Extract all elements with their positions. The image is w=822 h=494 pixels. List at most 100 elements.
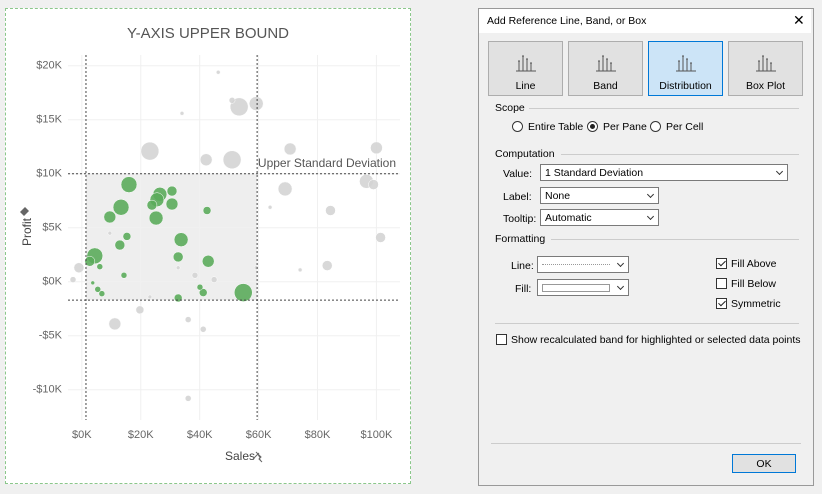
checkbox[interactable] (716, 258, 727, 269)
point (173, 293, 183, 303)
point (199, 326, 207, 333)
point (253, 265, 259, 270)
chart-title: Y-AXIS UPPER BOUND (127, 25, 289, 42)
point (94, 286, 102, 293)
point (96, 263, 104, 270)
point (222, 150, 242, 169)
type-label: Distribution (659, 80, 712, 92)
type-button[interactable]: Band (568, 41, 643, 96)
radio[interactable] (587, 121, 598, 132)
fill-select[interactable] (537, 279, 629, 296)
point (107, 230, 113, 236)
select-value: Automatic (545, 212, 592, 224)
point (98, 290, 106, 297)
y-tick-label: $0K (42, 276, 62, 288)
field-label: Tooltip: (503, 213, 537, 225)
field-label: Fill: (515, 283, 532, 295)
radio-label: Entire Table (528, 121, 584, 133)
x-tick-label: $0K (72, 429, 92, 441)
y-tick-label: $5K (42, 222, 62, 234)
type-button[interactable]: Box Plot (728, 41, 803, 96)
point (368, 179, 379, 190)
y-axis-label: Profit (20, 217, 34, 246)
radio[interactable] (512, 121, 523, 132)
point (196, 283, 204, 291)
checkbox-label: Show recalculated band for highlighted o… (511, 334, 801, 346)
label-select[interactable]: None (540, 187, 659, 204)
point (201, 255, 215, 268)
radio-label: Per Cell (666, 121, 704, 133)
checkbox[interactable] (716, 298, 727, 309)
x-tick-label: $80K (305, 429, 331, 441)
point (210, 276, 218, 283)
section-heading: Computation (495, 148, 555, 160)
point (73, 262, 85, 273)
y-tick-label: $15K (36, 114, 62, 126)
point (120, 272, 128, 279)
radio-label: Per Pane (603, 121, 647, 133)
point (321, 260, 333, 271)
point (148, 210, 164, 226)
checkbox-label: Fill Above (731, 258, 777, 270)
ok-button[interactable]: OK (732, 454, 796, 473)
x-axis-label: Sales (225, 449, 255, 463)
checkbox-label: Symmetric (731, 298, 781, 310)
type-button[interactable]: Distribution (648, 41, 723, 96)
x-tick-label: $100K (361, 429, 393, 441)
point (90, 280, 95, 286)
field-label: Line: (511, 260, 534, 272)
close-button[interactable]: ✕ (793, 12, 805, 28)
point (135, 305, 145, 315)
type-button[interactable]: Line (488, 41, 563, 96)
ok-label: OK (756, 458, 772, 470)
y-tick-label: -$10K (33, 384, 63, 396)
section-heading: Scope (495, 102, 525, 114)
tooltip-select[interactable]: Automatic (540, 209, 659, 226)
select-value: None (545, 190, 571, 202)
type-label: Line (515, 80, 536, 92)
type-icon (596, 55, 616, 72)
y-tick-label: $20K (36, 60, 62, 72)
point (215, 70, 221, 75)
point (184, 395, 192, 402)
point (202, 206, 212, 215)
point (325, 205, 336, 216)
select-value: 1 Standard Deviation (545, 167, 644, 179)
x-tick-label: $60K (246, 429, 272, 441)
point (122, 232, 132, 241)
type-icon (676, 55, 696, 72)
field-label: Value: (503, 168, 532, 180)
point (375, 232, 386, 243)
point (234, 283, 253, 302)
point (297, 267, 303, 273)
x-tick-label: $20K (128, 429, 154, 441)
section-heading: Formatting (495, 233, 546, 245)
value-select[interactable]: 1 Standard Deviation (540, 164, 788, 181)
point (175, 265, 181, 270)
point (267, 205, 273, 210)
point (147, 294, 153, 300)
point (283, 142, 297, 156)
type-label: Box Plot (745, 80, 786, 92)
checkbox-label: Fill Below (731, 278, 776, 290)
point (69, 276, 77, 283)
radio[interactable] (650, 121, 661, 132)
point (184, 316, 192, 323)
point (198, 288, 208, 297)
point (103, 210, 117, 224)
point (248, 96, 264, 111)
checkbox[interactable] (496, 334, 507, 345)
pin-icon (20, 207, 29, 216)
checkbox[interactable] (716, 278, 727, 289)
y-tick-label: $10K (36, 168, 62, 180)
point (166, 185, 178, 197)
chart: Y-AXIS UPPER BOUND Sales Profit -$10K -$5… (20, 25, 400, 463)
dialog-title: Add Reference Line, Band, or Box (487, 15, 647, 27)
annotation: Upper Standard Deviation (258, 156, 396, 170)
point (179, 111, 185, 116)
x-tick-label: $40K (187, 429, 213, 441)
line-select[interactable] (537, 256, 629, 273)
point (114, 239, 126, 251)
point (84, 256, 96, 267)
